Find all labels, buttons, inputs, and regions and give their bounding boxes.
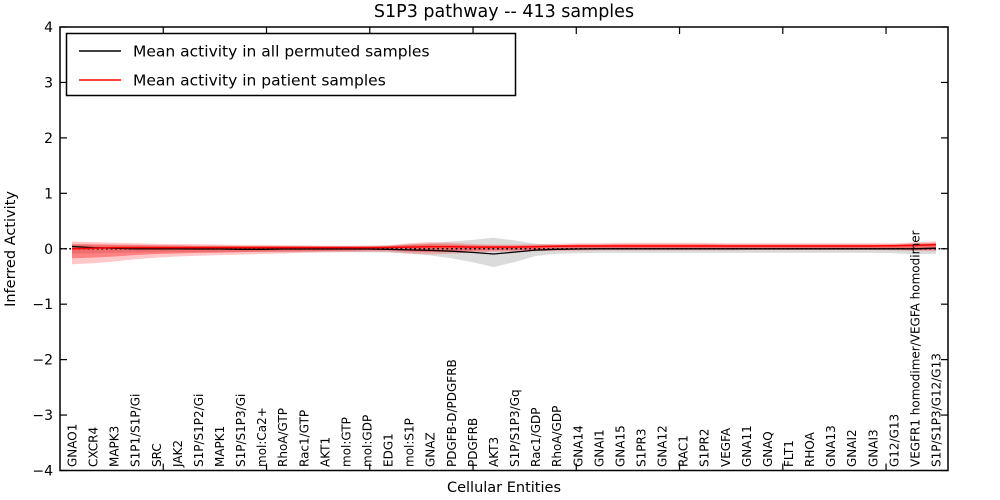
entity-labels: GNAO1 CXCR4 MAPK3 S1P1/S1P/Gi SRC JAK2 S1P/S1P… <box>66 230 944 468</box>
entity-label: VEGFA <box>719 427 733 467</box>
legend-entry-patient: Mean activity in patient samples <box>79 72 386 90</box>
std-bands <box>72 237 936 267</box>
entity-label: mol:GTP <box>340 417 354 467</box>
entity-label: S1P/S1P3/G12/G13 <box>930 353 944 467</box>
entity-label: G12/G13 <box>887 414 901 467</box>
entity-label: GNAQ <box>761 431 775 467</box>
legend-label-patient: Mean activity in patient samples <box>133 72 386 90</box>
entity-label: S1PR2 <box>698 429 712 467</box>
entity-label: RhoA/GDP <box>550 406 564 467</box>
entity-label: PDGFB-D/PDGFRB <box>445 359 459 467</box>
entity-label: S1P/S1P3/Gq <box>508 389 522 467</box>
entity-label: SRC <box>150 443 164 467</box>
y-tick-labels: −4 −3 −2 −1 0 1 2 3 4 <box>32 20 53 480</box>
permuted-std-band <box>72 237 936 267</box>
entity-label: MAPK3 <box>108 426 122 467</box>
entity-label: GNAI3 <box>866 429 880 467</box>
entity-label: EDG1 <box>382 433 396 467</box>
entity-label: RAC1 <box>677 435 691 467</box>
y-tick-label: 1 <box>44 186 53 202</box>
entity-label: FLT1 <box>782 440 796 467</box>
y-axis-label: Inferred Activity <box>3 191 19 307</box>
y-tick-label: −4 <box>32 464 53 480</box>
entity-label: mol:Ca2+ <box>255 407 269 467</box>
patient-mean-line <box>71 243 937 250</box>
entity-label: RhoA/GTP <box>276 408 290 467</box>
y-tick-label: −2 <box>32 353 53 369</box>
y-tick-label: 0 <box>44 242 53 258</box>
entity-label: Rac1/GTP <box>297 410 311 467</box>
entity-label: MAPK1 <box>213 426 227 467</box>
entity-label: S1PR3 <box>635 429 649 467</box>
entity-label: AKT3 <box>487 437 501 467</box>
y-tick-label: −3 <box>32 408 53 424</box>
y-tick-label: 3 <box>44 75 53 91</box>
entity-label: GNA14 <box>571 425 585 467</box>
entity-label: S1P/S1P2/Gi <box>192 394 206 467</box>
entity-label: CXCR4 <box>87 427 101 467</box>
legend-entry-permuted: Mean activity in all permuted samples <box>79 43 430 61</box>
entity-label: mol:GDP <box>361 415 375 467</box>
entity-label: GNAO1 <box>66 424 80 467</box>
entity-label: VEGFR1 homodimer/VEGFA homodimer <box>908 230 922 467</box>
entity-label: S1P/S1P3/Gi <box>234 394 248 467</box>
chart-title: S1P3 pathway -- 413 samples <box>374 2 634 22</box>
entity-label: mol:S1P <box>403 418 417 467</box>
entity-label: GNAI2 <box>845 429 859 467</box>
entity-label: GNA15 <box>613 425 627 467</box>
series-lines <box>71 243 937 255</box>
permuted-mean-line <box>71 245 937 255</box>
entity-label: S1P1/S1P/Gi <box>129 394 143 467</box>
y-tick-label: 2 <box>44 131 53 147</box>
plot-border <box>59 26 949 472</box>
y-tick-label: 4 <box>44 20 53 36</box>
entity-label: RHOA <box>803 431 817 467</box>
x-axis-label: Cellular Entities <box>447 480 561 496</box>
legend: Mean activity in all permuted samples Me… <box>65 32 517 97</box>
entity-label: JAK2 <box>171 440 185 468</box>
y-tick-label: −1 <box>32 297 53 313</box>
entity-label: GNAZ <box>424 432 438 467</box>
entity-label: PDGFRB <box>466 418 480 467</box>
legend-box <box>65 32 517 97</box>
entity-label: Rac1/GDP <box>529 408 543 467</box>
entity-label: GNAI1 <box>592 429 606 467</box>
entity-label: AKT1 <box>318 437 332 467</box>
entity-label: GNA12 <box>656 425 670 467</box>
entity-label: GNA13 <box>824 425 838 467</box>
entity-label: GNA11 <box>740 425 754 467</box>
legend-label-permuted: Mean activity in all permuted samples <box>133 43 430 61</box>
